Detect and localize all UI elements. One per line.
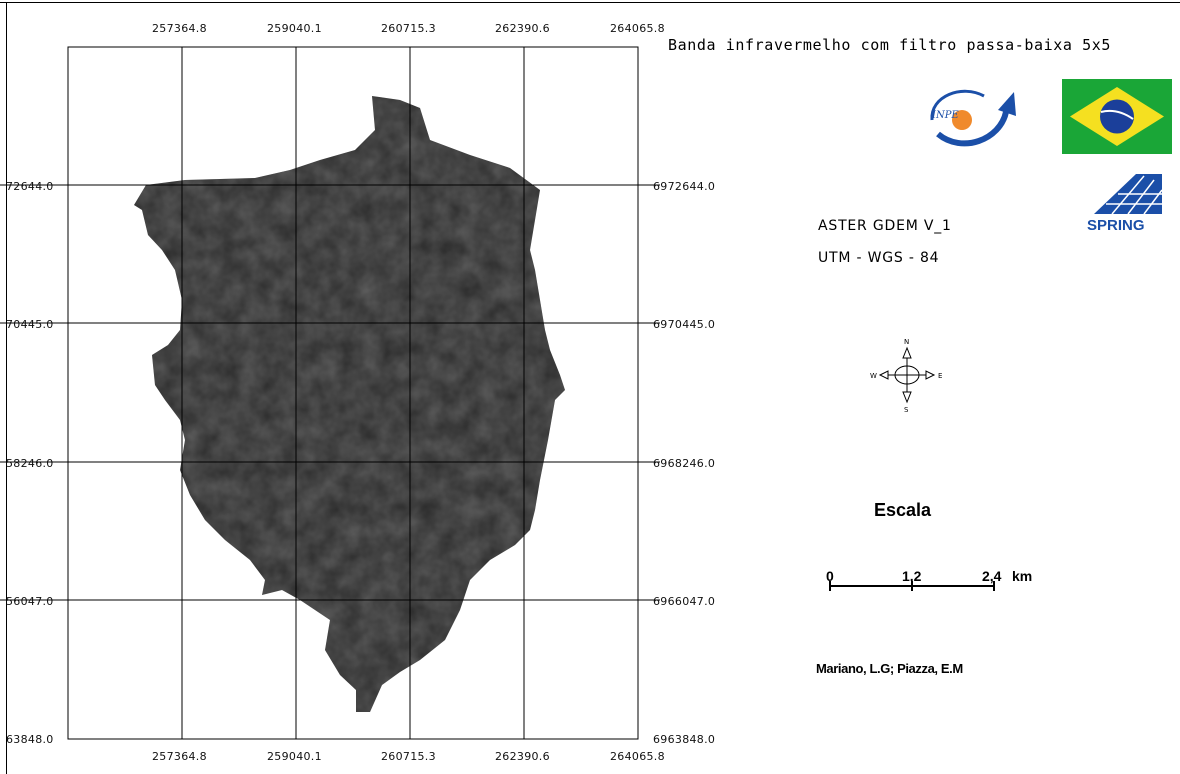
x-tick-top-5: 264065.8 xyxy=(610,22,665,35)
x-tick-top-2: 259040.1 xyxy=(267,22,322,35)
inpe-logo: INPE xyxy=(922,82,1018,152)
x-tick-bottom-1: 257364.8 xyxy=(152,750,207,763)
svg-text:E: E xyxy=(938,372,942,380)
svg-text:W: W xyxy=(870,372,877,380)
svg-text:SPRING: SPRING xyxy=(1087,217,1145,234)
svg-text:N: N xyxy=(904,338,909,346)
y-tick-left-1: 72644.0 xyxy=(6,180,54,193)
y-tick-left-2: 70445.0 xyxy=(6,318,54,331)
y-tick-right-4: 6966047.0 xyxy=(653,595,716,608)
page-border-left xyxy=(6,2,7,774)
map-frame xyxy=(67,46,639,740)
scale-unit: km xyxy=(1012,568,1033,584)
map-grid xyxy=(0,47,660,739)
scale-title: Escala xyxy=(874,500,932,520)
x-tick-bottom-2: 259040.1 xyxy=(267,750,322,763)
y-tick-right-3: 6968246.0 xyxy=(653,457,716,470)
x-tick-bottom-5: 264065.8 xyxy=(610,750,665,763)
y-tick-left-4: 56047.0 xyxy=(6,595,54,608)
author-credit: Mariano, L.G; Piazza, E.M xyxy=(816,661,963,676)
y-tick-right-2: 6970445.0 xyxy=(653,318,716,331)
scale-label-max: 2,4 xyxy=(982,568,1002,584)
map-title: Banda infravermelho com filtro passa-bai… xyxy=(668,36,1112,54)
page-border-top xyxy=(0,2,1180,3)
watershed-texture xyxy=(134,96,565,712)
y-tick-left-5: 63848.0 xyxy=(6,733,54,746)
spring-logo: SPRING xyxy=(1084,172,1168,234)
compass-rose-icon: N S W E xyxy=(862,336,952,416)
x-tick-top-3: 260715.3 xyxy=(381,22,436,35)
scale-label-0: 0 xyxy=(826,568,834,584)
y-tick-left-3: 58246.0 xyxy=(6,457,54,470)
brazil-flag-icon xyxy=(1062,79,1172,154)
projection-label: UTM - WGS - 84 xyxy=(818,250,940,266)
x-tick-bottom-4: 262390.6 xyxy=(495,750,550,763)
y-tick-right-5: 6963848.0 xyxy=(653,733,716,746)
y-tick-right-1: 6972644.0 xyxy=(653,180,716,193)
x-tick-top-1: 257364.8 xyxy=(152,22,207,35)
scale-label-mid: 1,2 xyxy=(902,568,922,584)
svg-text:INPE: INPE xyxy=(931,110,959,121)
x-tick-top-4: 262390.6 xyxy=(495,22,550,35)
x-tick-bottom-3: 260715.3 xyxy=(381,750,436,763)
svg-text:S: S xyxy=(904,406,909,414)
scale-bar xyxy=(829,581,995,591)
dem-label: ASTER GDEM V_1 xyxy=(818,218,952,234)
